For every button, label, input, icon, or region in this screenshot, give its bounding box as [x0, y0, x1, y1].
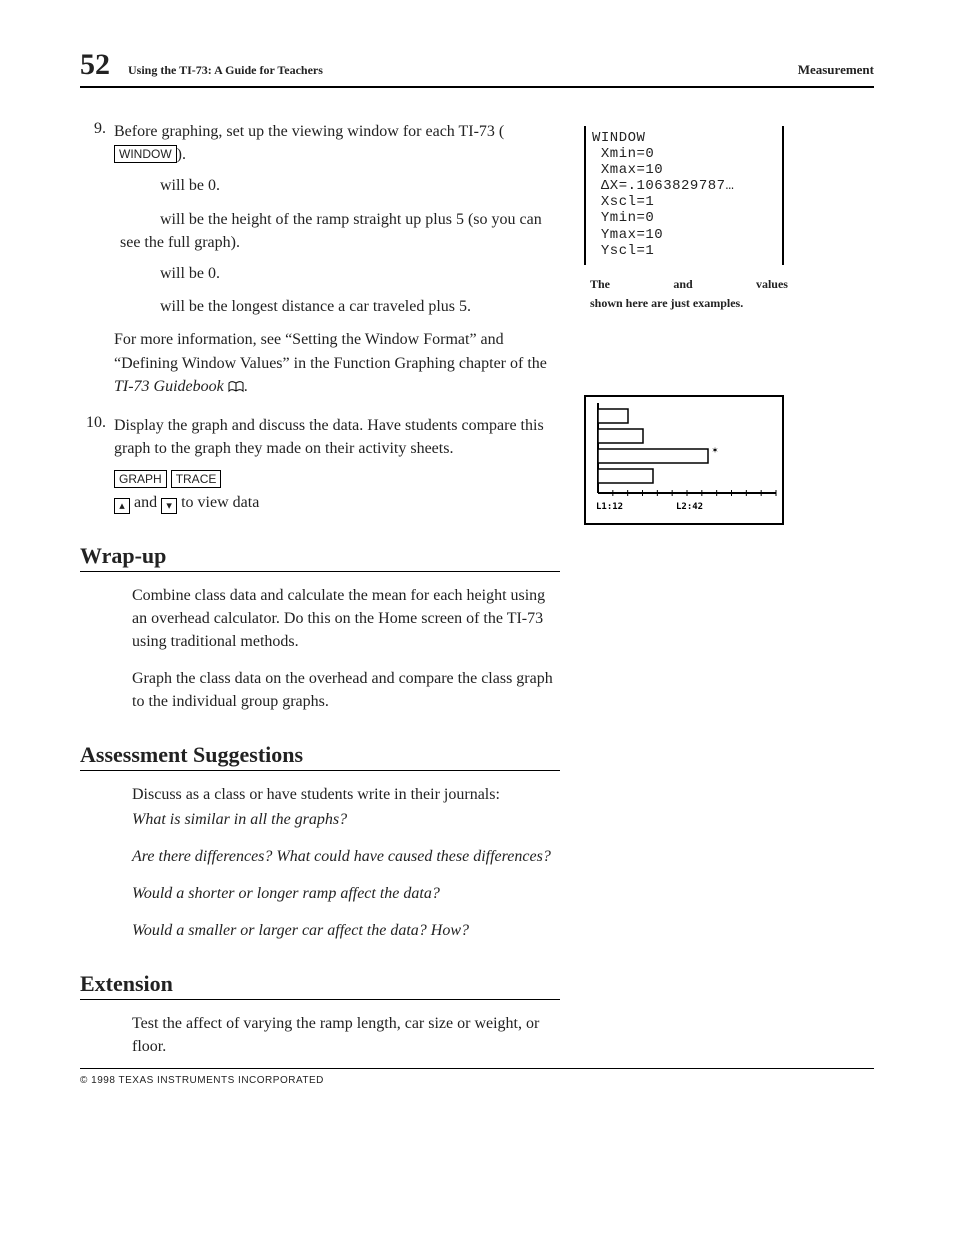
caption-row2: shown here are just examples. — [590, 294, 788, 313]
page-number: 52 — [80, 48, 110, 82]
svg-text:✶: ✶ — [712, 445, 718, 456]
page-footer: © 1998 TEXAS INSTRUMENTS INCORPORATED — [80, 1068, 874, 1086]
calculator-window-screen: WINDOW Xmin=0 Xmax=10 ΔX=.1063829787… Xs… — [584, 126, 784, 265]
step-9-li2: will be the height of the ramp straight … — [120, 208, 560, 254]
wrapup-p1: Combine class data and calculate the mea… — [132, 584, 562, 654]
calculator-graph-screen: ✶ L1:12 L2:42 — [584, 395, 784, 525]
step-9-li3: will be 0. — [120, 262, 560, 285]
graph-key: GRAPH — [114, 470, 167, 488]
step-9-number: 9. — [80, 120, 114, 166]
side-column: WINDOW Xmin=0 Xmax=10 ΔX=.1063829787… Xs… — [584, 120, 794, 1072]
step-10-body: Display the graph and discuss the data. … — [114, 414, 560, 460]
assessment-heading: Assessment Suggestions — [80, 742, 560, 771]
window-key: WINDOW — [114, 145, 177, 163]
assessment-q1: What is similar in all the graphs? — [132, 808, 562, 831]
extension-p1: Test the affect of varying the ramp leng… — [132, 1012, 562, 1058]
step-9-intro-b: ). — [177, 146, 186, 163]
step-9: 9. Before graphing, set up the viewing w… — [80, 120, 560, 166]
book-icon — [228, 377, 244, 400]
up-arrow-key: ▴ — [114, 498, 130, 514]
step-10-keys: GRAPH TRACE ▴ and ▾ to view data — [114, 468, 560, 514]
svg-text:L2:42: L2:42 — [676, 502, 703, 512]
wrapup-heading: Wrap-up — [80, 543, 560, 572]
step-9-moreinfo: For more information, see “Setting the W… — [114, 328, 560, 400]
svg-text:L1:12: L1:12 — [596, 502, 623, 512]
window-caption: The and values shown here are just examp… — [584, 275, 794, 313]
down-arrow-key: ▾ — [161, 498, 177, 514]
assessment-lead: Discuss as a class or have students writ… — [132, 783, 562, 806]
copyright: © 1998 TEXAS INSTRUMENTS INCORPORATED — [80, 1075, 324, 1086]
step-9-body: Before graphing, set up the viewing wind… — [114, 120, 560, 166]
book-title: Using the TI-73: A Guide for Teachers — [128, 63, 323, 78]
extension-heading: Extension — [80, 971, 560, 1000]
step-10-number: 10. — [80, 414, 114, 460]
wrapup-p2: Graph the class data on the overhead and… — [132, 667, 562, 713]
page-header: 52 Using the TI-73: A Guide for Teachers… — [80, 48, 874, 88]
step-9-li4: will be the longest distance a car trave… — [120, 295, 560, 318]
step-9-li1: will be 0. — [120, 174, 560, 197]
caption-row1: The and values — [590, 275, 788, 294]
assessment-q2: Are there differences? What could have c… — [132, 845, 562, 868]
content-columns: 9. Before graphing, set up the viewing w… — [80, 120, 874, 1072]
step-10: 10. Display the graph and discuss the da… — [80, 414, 560, 460]
step-9-intro-a: Before graphing, set up the viewing wind… — [114, 123, 504, 140]
trace-key: TRACE — [171, 470, 222, 488]
header-left: 52 Using the TI-73: A Guide for Teachers — [80, 48, 323, 82]
assessment-q3: Would a shorter or longer ramp affect th… — [132, 882, 562, 905]
assessment-q4: Would a smaller or larger car affect the… — [132, 919, 562, 942]
main-column: 9. Before graphing, set up the viewing w… — [80, 120, 560, 1072]
chapter-name: Measurement — [798, 62, 874, 78]
